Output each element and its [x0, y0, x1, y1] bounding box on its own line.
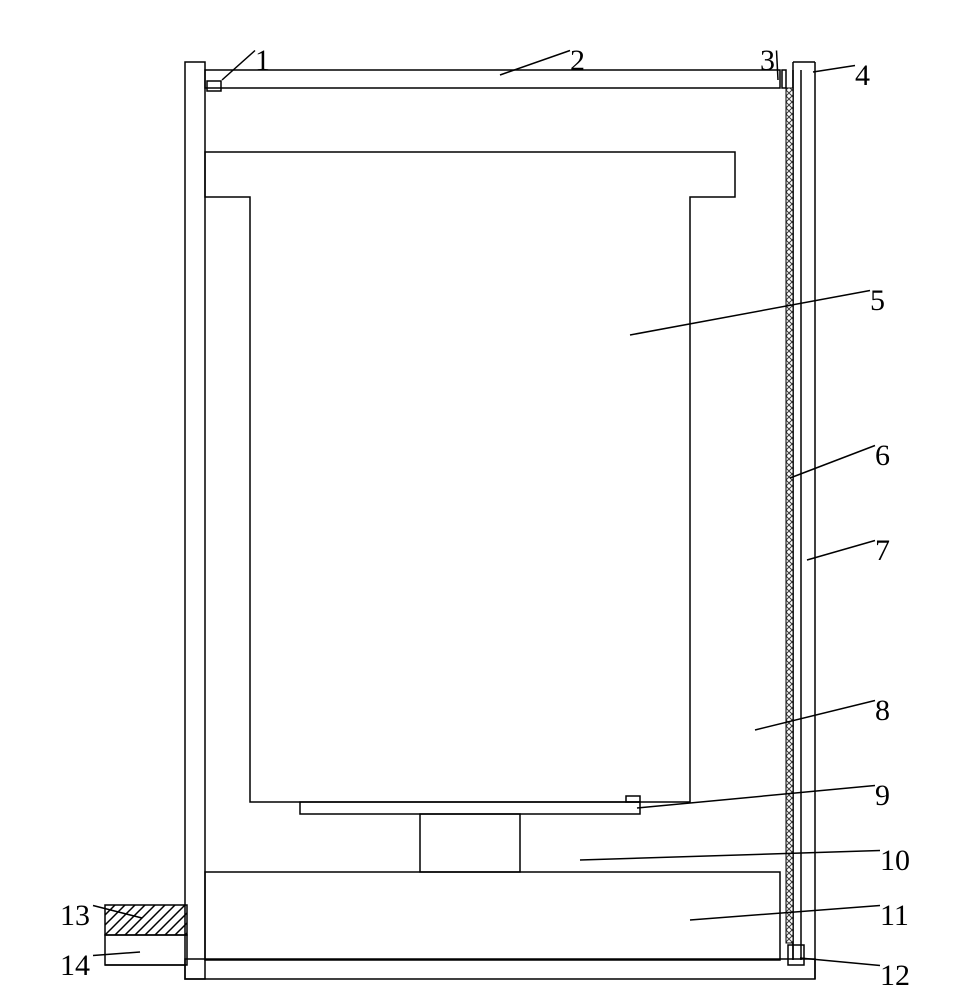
leader-7 — [807, 541, 875, 561]
label-3: 3 — [760, 44, 775, 77]
leader-11 — [690, 906, 880, 921]
label-11: 11 — [880, 899, 909, 932]
leader-14 — [93, 952, 140, 956]
leader-6 — [790, 446, 875, 479]
leader-12 — [800, 958, 880, 966]
hatched-block — [105, 905, 187, 935]
crosshatch-strip — [786, 88, 793, 943]
schematic-diagram: 1234567891011121314 — [0, 0, 968, 1000]
label-9: 9 — [875, 779, 890, 812]
label-8: 8 — [875, 694, 890, 727]
label-12: 12 — [880, 959, 910, 992]
label-7: 7 — [875, 534, 890, 567]
label-10: 10 — [880, 844, 910, 877]
leader-9 — [637, 786, 875, 809]
leader-4 — [813, 66, 855, 73]
leader-10 — [580, 851, 880, 861]
label-6: 6 — [875, 439, 890, 472]
label-1: 1 — [255, 44, 270, 77]
leader-1 — [222, 51, 255, 81]
label-2: 2 — [570, 44, 585, 77]
label-4: 4 — [855, 59, 870, 92]
label-5: 5 — [870, 284, 885, 317]
leader-3 — [777, 51, 779, 81]
label-13: 13 — [60, 899, 90, 932]
label-14: 14 — [60, 949, 90, 982]
labels-group: 1234567891011121314 — [60, 44, 910, 992]
leader-5 — [630, 291, 870, 336]
leader-2 — [500, 51, 570, 76]
